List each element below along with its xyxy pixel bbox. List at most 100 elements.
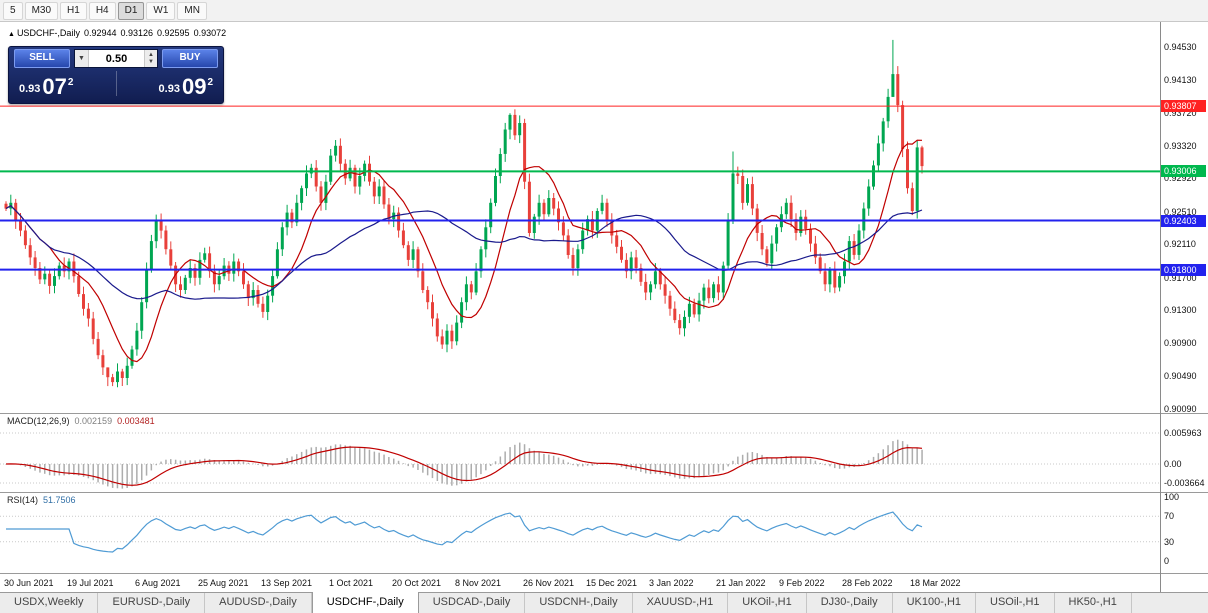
bid-price-point: 2 (67, 77, 74, 88)
macd-signal-line (5, 446, 923, 486)
bid-price-pips: 07 (42, 74, 67, 100)
spin-down-icon[interactable]: ▼ (148, 59, 154, 66)
price-tick-label: 0.92510 (1164, 207, 1197, 217)
price-tick-label: 0.90090 (1164, 404, 1197, 414)
date-label: 3 Jan 2022 (649, 578, 694, 588)
one-click-toggle-icon[interactable]: ▲ (8, 31, 15, 38)
price-divider (116, 71, 117, 96)
macd-name: MACD(12,26,9) (7, 416, 70, 426)
date-label: 30 Jun 2021 (4, 578, 54, 588)
chart-ohlc-header: ▲ USDCHF-,Daily 0.92944 0.93126 0.92595 0.930… (8, 28, 230, 38)
price-tick-label: 0.92920 (1164, 173, 1197, 183)
price-tick-label: 0.94130 (1164, 75, 1197, 85)
hline-price-tag: 0.92403 (1161, 215, 1206, 227)
date-label: 9 Feb 2022 (779, 578, 825, 588)
macd-main-value: 0.002159 (74, 416, 113, 426)
price-tick-label: 0.90490 (1164, 371, 1197, 381)
rsi-indicator-label: RSI(14) 51.7506 (7, 495, 76, 505)
ma-34-line (5, 204, 923, 300)
chart-tab-usdcad-daily[interactable]: USDCAD-,Daily (419, 593, 526, 613)
date-label: 1 Oct 2021 (329, 578, 374, 588)
spin-up-icon[interactable]: ▲ (148, 51, 154, 58)
date-label: 19 Jul 2021 (67, 578, 114, 588)
volume-dropdown-icon[interactable]: ▼ (75, 50, 89, 67)
chart-tab-usoil-h1[interactable]: USOil-,H1 (976, 593, 1055, 613)
hline-price-tag: 0.91800 (1161, 264, 1206, 276)
bid-price[interactable]: 0.93 07 2 (19, 74, 74, 100)
ohlc-high: 0.93126 (120, 28, 154, 38)
macd-signal-value: 0.003481 (117, 416, 155, 426)
timeframe-buttons: 5 M30 H1 H4 D1 W1 MN (2, 1, 208, 20)
ohlc-low: 0.92595 (157, 28, 190, 38)
timeframe-button-d1[interactable]: D1 (117, 1, 145, 20)
panel-separator (0, 573, 1208, 574)
date-label: 21 Jan 2022 (716, 578, 766, 588)
ask-price[interactable]: 0.93 09 2 (159, 74, 213, 100)
ask-price-pips: 09 (181, 74, 207, 100)
ohlc-close: 0.93072 (193, 28, 227, 38)
rsi-value: 51.7506 (43, 495, 76, 505)
price-tick-label: 0.93720 (1164, 108, 1197, 118)
rsi-name: RSI(14) (7, 495, 39, 505)
timeframe-button-mn[interactable]: MN (177, 1, 207, 20)
volume-input[interactable] (89, 50, 144, 67)
chart-tab-usdchf-daily[interactable]: USDCHF-,Daily (311, 592, 419, 613)
price-tick-label: 0.91700 (1164, 273, 1197, 283)
date-label: 6 Aug 2021 (135, 578, 181, 588)
chart-tab-bar: USDX,Weekly EURUSD-,Daily AUDUSD-,Daily USD… (0, 592, 1208, 613)
chart-tab-dj30-daily[interactable]: DJ30-,Daily (807, 593, 893, 613)
chart-tab-audusd-daily[interactable]: AUDUSD-,Daily (205, 593, 312, 613)
chart-plot[interactable] (0, 22, 1160, 573)
volume-control: ▼ ▲▼ (74, 49, 158, 68)
chart-tab-hk50-h1[interactable]: HK50-,H1 (1055, 593, 1132, 613)
candles (4, 39, 924, 388)
rsi-axis-label: 100 (1164, 492, 1180, 502)
rsi-axis-label: 0 (1164, 556, 1170, 566)
macd-axis-label: 0.005963 (1164, 428, 1202, 438)
price-tick-label: 0.92110 (1164, 239, 1196, 249)
price-tick-label: 0.91300 (1164, 305, 1197, 315)
rsi-line (6, 511, 923, 553)
chart-tab-uk100-h1[interactable]: UK100-,H1 (893, 593, 977, 613)
bid-price-prefix: 0.93 (19, 83, 41, 95)
panel-separator (0, 492, 1208, 493)
macd-axis-label: -0.003664 (1164, 478, 1205, 488)
date-label: 18 Mar 2022 (910, 578, 961, 588)
date-axis[interactable]: 30 Jun 2021 19 Jul 2021 6 Aug 2021 25 Aug 2… (0, 574, 1160, 593)
timeframe-button-h1[interactable]: H1 (60, 1, 87, 20)
chart-tab-usdx-weekly[interactable]: USDX,Weekly (0, 593, 99, 613)
price-tick-label: 0.90900 (1164, 338, 1197, 348)
date-label: 28 Feb 2022 (842, 578, 893, 588)
symbol-title: USDCHF-,Daily (16, 28, 80, 38)
buy-button[interactable]: BUY (162, 49, 218, 68)
chart-tab-eurusd-daily[interactable]: EURUSD-,Daily (98, 593, 206, 613)
price-tick-label: 0.93320 (1164, 141, 1197, 151)
date-label: 13 Sep 2021 (261, 578, 313, 588)
ohlc-open: 0.92944 (83, 28, 117, 38)
price-axis[interactable]: 0.94530 0.94130 0.93720 0.93320 0.92920 0.925… (1161, 22, 1208, 593)
volume-spinner[interactable]: ▲ ▼ (144, 50, 157, 67)
timeframe-toolbar: 5 M30 H1 H4 D1 W1 MN (0, 0, 1208, 22)
date-label: 8 Nov 2021 (455, 578, 502, 588)
macd-axis-label: 0.00 (1164, 459, 1182, 469)
price-tick-label: 0.94530 (1164, 42, 1197, 52)
date-label: 20 Oct 2021 (392, 578, 442, 588)
timeframe-button-5[interactable]: 5 (3, 1, 23, 20)
macd-indicator-label: MACD(12,26,9) 0.002159 0.003481 (7, 416, 155, 426)
date-label: 25 Aug 2021 (198, 578, 249, 588)
hline-price-tag: 0.93006 (1161, 165, 1206, 177)
timeframe-button-m30[interactable]: M30 (24, 1, 59, 20)
ask-price-point: 2 (207, 77, 213, 88)
chart-tab-ukoil-h1[interactable]: UKOil-,H1 (728, 593, 807, 613)
chart-window: 0.94530 0.94130 0.93720 0.93320 0.92920 0.925… (0, 22, 1208, 593)
macd-histogram (5, 439, 923, 489)
timeframe-button-w1[interactable]: W1 (146, 1, 176, 20)
ma-10-line (5, 139, 923, 363)
sell-button[interactable]: SELL (14, 49, 70, 68)
price-axis-border (1160, 22, 1161, 593)
chart-tab-xauusd-h1[interactable]: XAUUSD-,H1 (633, 593, 729, 613)
chart-tab-usdcnh-daily[interactable]: USDCNH-,Daily (525, 593, 633, 613)
timeframe-button-h4[interactable]: H4 (88, 1, 116, 20)
